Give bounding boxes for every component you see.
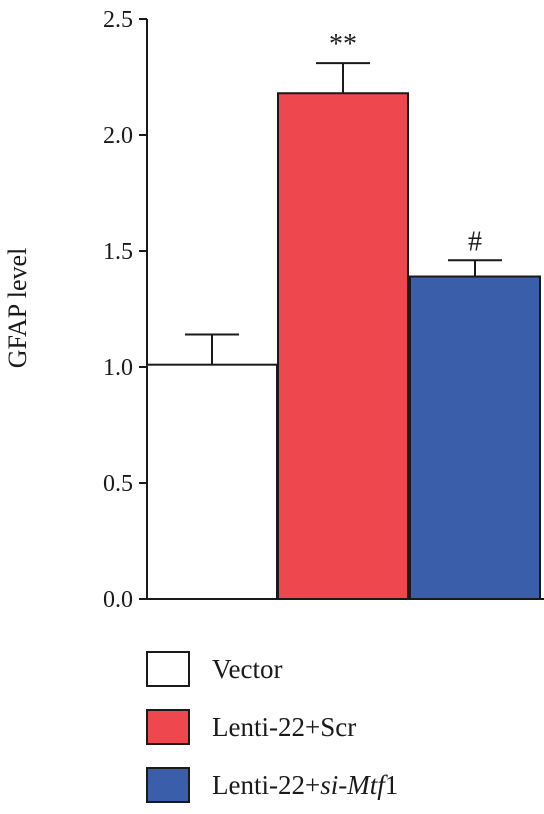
legend-label-lenti-scr: Lenti-22+Scr xyxy=(212,711,357,742)
y-axis: 0.0 0.5 1.0 1.5 2.0 2.5 xyxy=(103,7,544,613)
legend-item-lenti-si-mtf1: Lenti-22+si-Mtf1 xyxy=(146,756,398,814)
legend-label-vector: Vector xyxy=(212,653,283,684)
legend-swatch-vector xyxy=(146,651,190,687)
bar-chart: GFAP level 0.0 0.5 1.0 1.5 2.0 2.5 ** # xyxy=(3,7,544,613)
legend-item-lenti-scr: Lenti-22+Scr xyxy=(146,698,398,756)
y-tick-label: 2.5 xyxy=(103,7,133,33)
legend-item-vector: Vector xyxy=(146,640,398,698)
y-tick-label: 1.0 xyxy=(103,355,133,381)
legend-label-prefix: Lenti-22+ xyxy=(212,769,321,800)
y-tick-label: 1.5 xyxy=(103,239,133,265)
y-tick-label: 2.0 xyxy=(103,123,133,149)
legend-label-italic: si-Mtf xyxy=(320,769,385,800)
y-tick-label: 0.5 xyxy=(103,471,133,497)
bars: ** # xyxy=(146,29,541,601)
legend-label-suffix: 1 xyxy=(384,769,399,800)
legend-swatch-lenti-si-mtf1 xyxy=(146,767,190,803)
y-axis-title: GFAP level xyxy=(3,248,32,369)
bar xyxy=(146,363,278,600)
bar xyxy=(409,275,541,600)
significance-label: ** xyxy=(329,29,357,60)
y-tick-label: 0.0 xyxy=(103,587,133,613)
significance-label: # xyxy=(468,226,482,257)
legend-label-lenti-si-mtf1: Lenti-22+si-Mtf1 xyxy=(212,770,398,801)
bar xyxy=(277,92,409,601)
legend: Vector Lenti-22+Scr Lenti-22+si-Mtf1 xyxy=(146,640,398,814)
legend-swatch-lenti-scr xyxy=(146,709,190,745)
